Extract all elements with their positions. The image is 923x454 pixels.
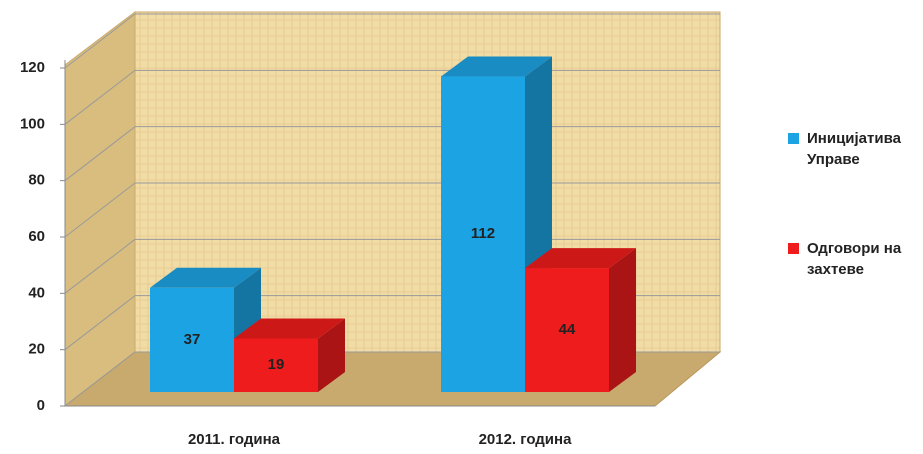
- grid-line: [64, 351, 136, 407]
- bar: [234, 338, 318, 392]
- side-wall: [64, 10, 136, 408]
- grid-line: [64, 126, 136, 182]
- data-label: 19: [268, 356, 285, 373]
- grid-line: [64, 69, 136, 125]
- x-tick-label: 2012. година: [479, 431, 573, 448]
- legend-label: Одговори на захтеве: [807, 240, 902, 278]
- bar-top: [441, 56, 552, 77]
- bar: [441, 76, 525, 393]
- data-label: 44: [559, 321, 576, 338]
- y-tick-label: 20: [28, 341, 45, 358]
- y-tick-label: 80: [28, 172, 45, 189]
- y-tick-label: 0: [37, 397, 45, 414]
- grid-line: [64, 238, 136, 294]
- grid-line: [64, 182, 136, 238]
- y-tick-label: 40: [28, 284, 45, 301]
- legend-swatch: [788, 243, 799, 254]
- grid-line: [64, 295, 136, 351]
- data-label: 37: [184, 331, 201, 348]
- bar-top: [234, 318, 345, 339]
- grid-line: [64, 13, 136, 69]
- y-tick-label: 60: [28, 228, 45, 245]
- y-tick-label: 100: [20, 115, 45, 132]
- bar: [150, 287, 234, 392]
- bar-top: [525, 248, 636, 269]
- bar-side: [609, 248, 636, 392]
- bar-side: [318, 318, 345, 392]
- x-tick-label: 2011. година: [188, 431, 281, 448]
- y-tick-label: 120: [20, 59, 45, 76]
- bar: [525, 268, 609, 392]
- data-label: 112: [471, 225, 495, 242]
- legend-swatch: [788, 133, 799, 144]
- bar-top: [150, 267, 261, 288]
- legend-label: Иницијатива Управе: [807, 130, 901, 168]
